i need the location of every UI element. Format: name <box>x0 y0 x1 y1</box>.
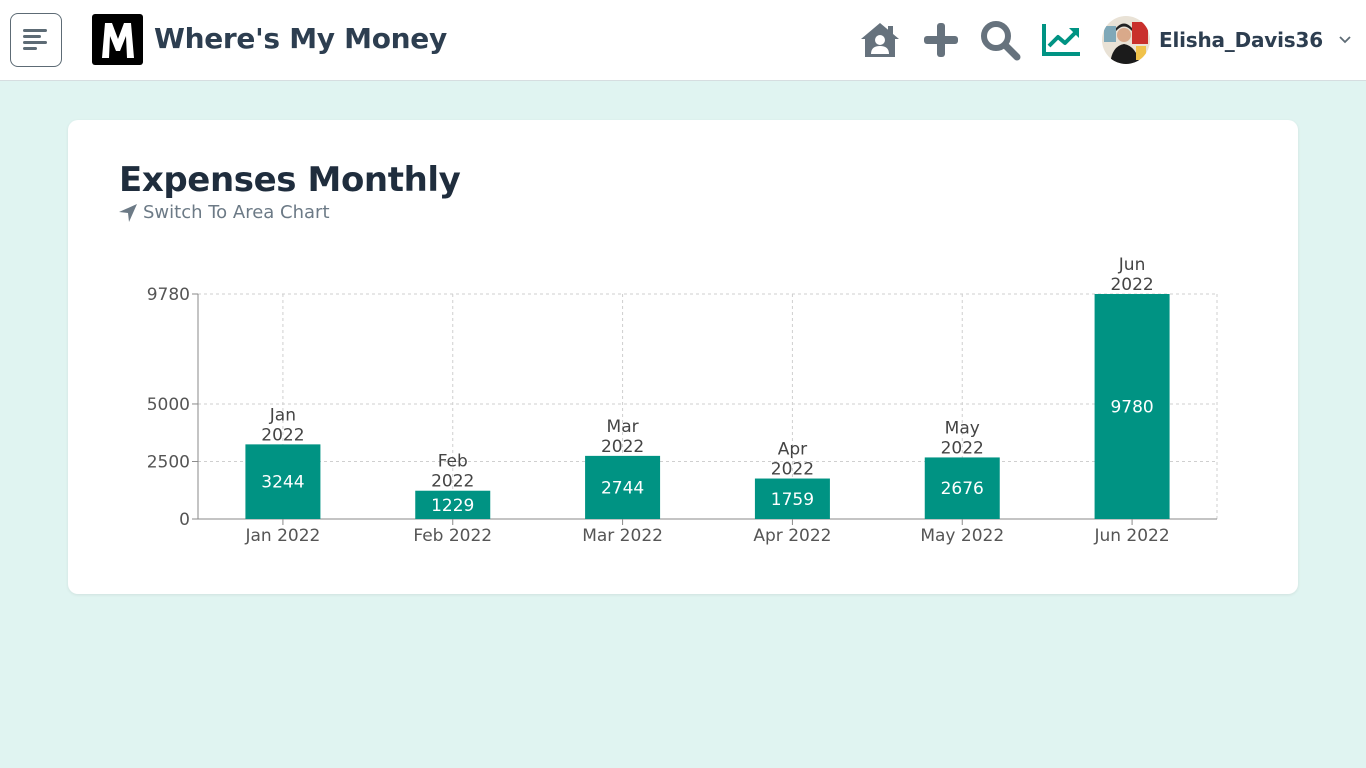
plus-icon <box>924 23 958 57</box>
user-avatar[interactable] <box>1102 16 1150 64</box>
stats-button[interactable] <box>1040 19 1082 61</box>
bar-top-label: Jan <box>269 405 296 425</box>
x-tick-label: Jan 2022 <box>244 526 320 546</box>
bar-top-label: Jun <box>1118 255 1146 275</box>
top-navbar: Where's My Money <box>0 0 1366 81</box>
y-tick-label: 2500 <box>147 452 190 472</box>
navigation-arrow-icon <box>119 203 137 222</box>
bar-value-label: 2744 <box>601 478 644 498</box>
expenses-monthly-card: Expenses Monthly Switch To Area Chart 0 2… <box>68 120 1298 594</box>
bar-value-label: 1229 <box>431 496 474 516</box>
bar-top-label: 2022 <box>601 437 644 457</box>
app-logo[interactable] <box>92 14 143 65</box>
y-tick-label: 9780 <box>147 285 190 305</box>
search-icon <box>981 21 1021 61</box>
bar-top-label: 2022 <box>1110 275 1153 295</box>
switch-chart-label: Switch To Area Chart <box>143 202 330 223</box>
username[interactable]: Elisha_Davis36 <box>1159 28 1323 52</box>
bar-top-label: 2022 <box>941 438 984 458</box>
bar-top-label: 2022 <box>261 425 304 445</box>
x-tick-label: Jun 2022 <box>1093 526 1169 546</box>
avatar-image <box>1102 16 1150 64</box>
sidebar-toggle-button[interactable] <box>10 13 62 67</box>
menu-icon <box>23 29 47 50</box>
bar-value-label: 2676 <box>941 479 984 499</box>
chevron-down-icon[interactable] <box>1337 32 1353 48</box>
bar[interactable] <box>1094 294 1170 519</box>
bar-value-label: 9780 <box>1110 398 1153 418</box>
card-title: Expenses Monthly <box>119 160 461 200</box>
home-button[interactable] <box>859 19 901 61</box>
bar[interactable] <box>245 444 321 519</box>
search-button[interactable] <box>979 19 1021 61</box>
trending-up-icon <box>1042 24 1080 56</box>
logo-m-glyph <box>101 22 134 58</box>
bar[interactable] <box>585 455 661 519</box>
home-icon <box>861 23 899 57</box>
bar[interactable] <box>754 478 830 519</box>
bar[interactable] <box>924 457 1000 519</box>
bar-value-label: 1759 <box>771 490 814 510</box>
bar-top-label: 2022 <box>431 472 474 492</box>
switch-chart-link[interactable]: Switch To Area Chart <box>118 202 330 223</box>
x-tick-label: Mar 2022 <box>582 526 663 546</box>
add-expense-button[interactable] <box>920 19 962 61</box>
bar-value-label: 3244 <box>261 473 304 493</box>
bar-top-label: Feb <box>438 452 468 472</box>
y-tick-label: 5000 <box>147 395 190 415</box>
bar-top-label: Mar <box>607 417 639 437</box>
app-title[interactable]: Where's My Money <box>154 22 447 55</box>
x-tick-label: Feb 2022 <box>413 526 492 546</box>
x-tick-label: Apr 2022 <box>753 526 831 546</box>
bar-top-label: May <box>945 418 980 438</box>
bar[interactable] <box>415 490 491 519</box>
x-tick-label: May 2022 <box>920 526 1004 546</box>
bar-top-label: 2022 <box>771 460 814 480</box>
y-tick-label: 0 <box>179 510 190 530</box>
bar-top-label: Apr <box>778 440 807 460</box>
